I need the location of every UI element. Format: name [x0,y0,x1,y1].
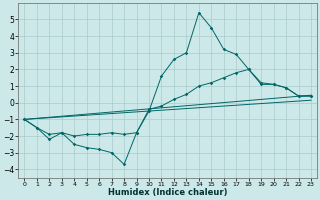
X-axis label: Humidex (Indice chaleur): Humidex (Indice chaleur) [108,188,228,197]
